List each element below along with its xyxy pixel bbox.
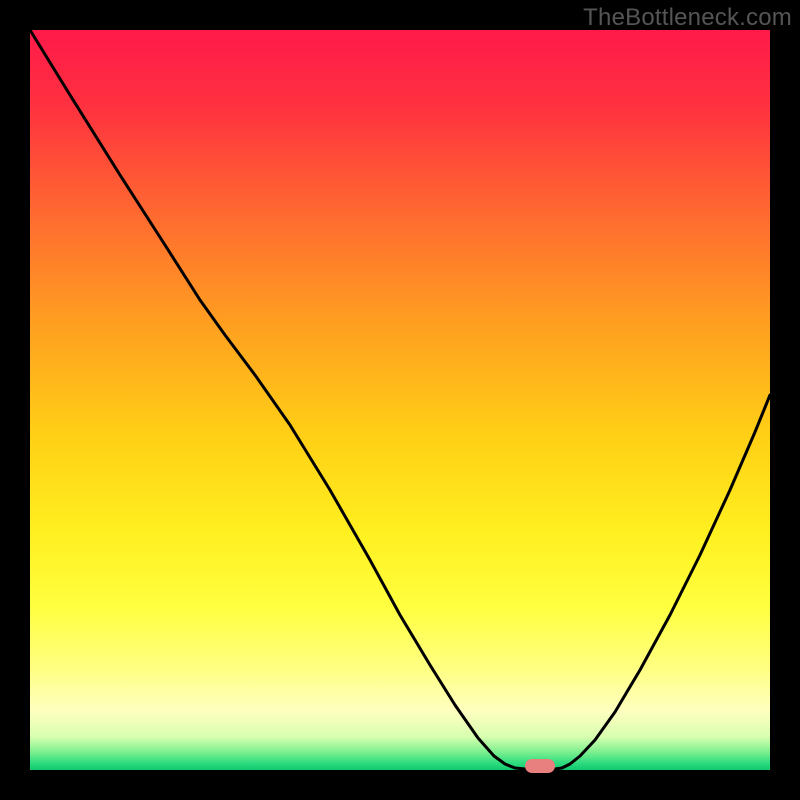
plot-background (30, 30, 770, 770)
watermark-label: TheBottleneck.com (583, 4, 792, 32)
optimal-marker (525, 759, 555, 773)
chart-frame: TheBottleneck.com (0, 0, 800, 800)
bottleneck-chart (0, 0, 800, 800)
